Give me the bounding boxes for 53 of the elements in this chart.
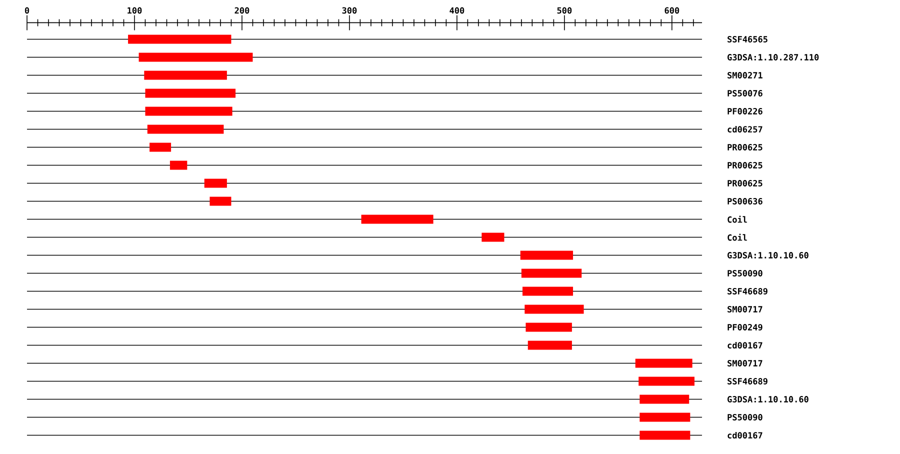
y-tick-label: G3DSA:1.10.287.110: [728, 54, 819, 60]
bar: [482, 232, 504, 242]
bar: [204, 178, 227, 188]
bar: [522, 286, 574, 296]
y-tick-label: cd06257: [728, 126, 762, 133]
y-tick-label: PS50076: [728, 90, 762, 96]
y-tick-label: PR00625: [728, 144, 762, 150]
x-tick-label: 400: [450, 7, 464, 14]
bar: [128, 34, 232, 44]
y-tick-label: PS50090: [728, 270, 762, 276]
y-tick-label: G3DSA:1.10.10.60: [728, 396, 808, 402]
y-tick-label: cd00167: [728, 432, 762, 439]
y-tick-label: PS00636: [728, 198, 762, 204]
bar: [521, 268, 582, 278]
bar: [528, 340, 572, 350]
bar: [638, 376, 694, 386]
bar: [524, 304, 584, 314]
bar: [640, 394, 690, 404]
bar: [170, 160, 188, 170]
bar: [361, 214, 434, 224]
y-tick-label: Coil: [728, 234, 747, 241]
bar: [145, 106, 232, 116]
x-tick-label: 300: [342, 7, 357, 14]
x-tick-label: 600: [664, 7, 680, 14]
y-tick-label: cd00167: [728, 342, 762, 349]
bar: [640, 412, 690, 422]
y-tick-label: SM00717: [728, 360, 762, 366]
x-tick-label: 100: [128, 7, 142, 14]
y-tick-label: SSF46689: [728, 288, 768, 294]
y-tick-label: PS50090: [728, 414, 762, 420]
bar: [150, 142, 172, 152]
bar: [526, 322, 572, 332]
bar: [635, 358, 692, 368]
y-tick-label: G3DSA:1.10.10.60: [728, 252, 808, 258]
y-tick-label: PF00249: [728, 324, 762, 330]
y-tick-label: SM00271: [728, 72, 762, 78]
x-tick-label: 500: [557, 7, 572, 14]
y-tick-label: Coil: [728, 216, 747, 223]
bar: [640, 430, 690, 440]
bar: [145, 88, 236, 98]
bar: [147, 124, 224, 134]
y-tick-label: SSF46689: [728, 378, 768, 384]
bar: [210, 196, 232, 206]
x-tick-label: 200: [234, 7, 250, 14]
y-tick-label: SM00717: [728, 306, 762, 312]
y-tick-label: PF00226: [728, 108, 762, 114]
bar: [520, 250, 574, 260]
x-tick-label: 0: [24, 7, 30, 14]
bar: [144, 70, 227, 80]
y-tick-label: SSF46565: [728, 36, 768, 42]
y-tick-label: PR00625: [728, 180, 762, 186]
bar: [138, 52, 253, 62]
y-tick-label: PR00625: [728, 162, 762, 168]
